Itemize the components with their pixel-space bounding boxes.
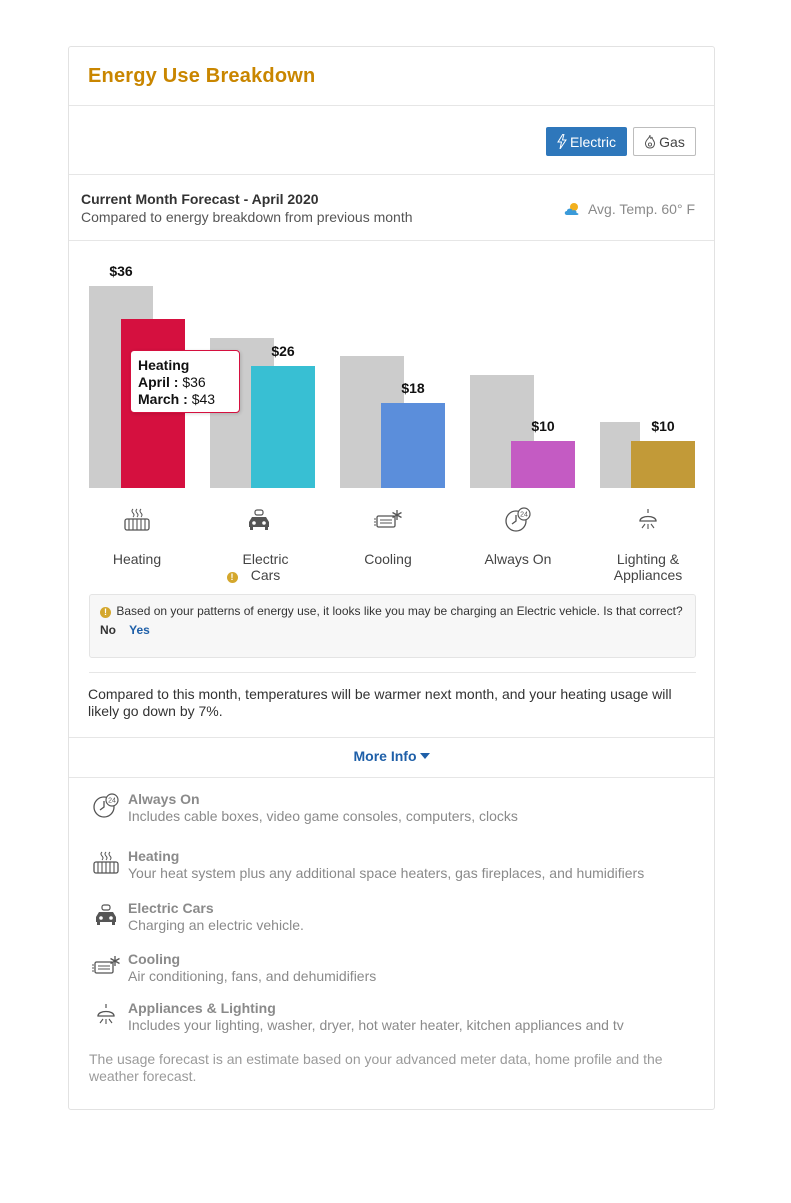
weather-text: Avg. Temp. 60° F [587, 201, 695, 217]
alert-message: Based on your patterns of energy use, it… [116, 604, 683, 618]
tooltip-april-value: $36 [182, 374, 206, 390]
chart-tooltip: Heating April : $36 March : $43 [130, 350, 240, 413]
info-description: Your heat system plus any additional spa… [128, 865, 645, 881]
info-description: Charging an electric vehicle. [128, 917, 304, 933]
footnote: The usage forecast is an estimate based … [89, 1051, 663, 1084]
card-title: Energy Use Breakdown [88, 65, 316, 87]
heater-icon [124, 508, 150, 531]
warning-icon: ! [100, 607, 111, 618]
tooltip-march-value: $43 [191, 391, 216, 407]
tooltip-march-label: March : [138, 391, 188, 407]
weather-info: Avg. Temp. 60° F [564, 201, 695, 217]
energy-breakdown-card: Energy Use Breakdown Electric Gas Curren… [68, 46, 715, 1110]
more-info-label: More Info [353, 748, 417, 764]
lightning-icon [557, 134, 567, 149]
always-on-icon: 24 [93, 793, 119, 818]
bar-value-label-electric-cars: $26 [271, 343, 295, 359]
category-lighting-appliances[interactable]: Lighting & Appliances [583, 505, 713, 583]
info-title: Cooling [128, 951, 181, 967]
forecast-note: Compared to this month, temperatures wil… [88, 686, 672, 719]
info-description: Includes cable boxes, video game console… [128, 808, 518, 824]
caret-down-icon [419, 753, 430, 759]
bar-current-lighting-appliances[interactable] [631, 441, 695, 488]
electric-vehicle-alert: ! Based on your patterns of energy use, … [89, 594, 696, 658]
category-heating[interactable]: Heating [72, 505, 202, 567]
info-item-appliances-lighting: Appliances & Lighting Includes your ligh… [91, 1000, 691, 1040]
alert-no-button[interactable]: No [100, 623, 116, 637]
partly-cloudy-icon [564, 203, 579, 215]
divider [69, 105, 714, 106]
category-electric-cars[interactable]: !Electric Cars [194, 505, 324, 583]
always-on-icon: 24 [505, 507, 531, 532]
heater-icon [93, 851, 119, 874]
electric-toggle-label: Electric [570, 133, 616, 150]
bar-value-label-always-on: $10 [531, 418, 555, 434]
category-label: Cooling [364, 551, 412, 567]
divider [69, 240, 714, 241]
svg-text:24: 24 [108, 798, 116, 805]
category-label: Always On [484, 551, 552, 567]
info-item-always-on: 24 Always On Includes cable boxes, video… [91, 791, 691, 831]
category-label: Lighting & Appliances [613, 551, 683, 583]
lamp-icon [639, 509, 657, 529]
info-item-heating: Heating Your heat system plus any additi… [91, 848, 691, 888]
ac-icon [92, 956, 120, 974]
info-title: Appliances & Lighting [128, 1000, 276, 1016]
more-info-toggle[interactable]: More Info [69, 748, 714, 764]
info-title: Heating [128, 848, 180, 864]
bar-value-label-cooling: $18 [401, 380, 425, 396]
bar-current-cooling[interactable] [381, 403, 445, 488]
forecast-title: Current Month Forecast - April 2020 [81, 191, 319, 207]
svg-text:24: 24 [520, 512, 528, 519]
info-title: Always On [128, 791, 200, 807]
divider [69, 174, 714, 175]
electric-toggle-button[interactable]: Electric [546, 127, 627, 156]
forecast-subtitle: Compared to energy breakdown from previo… [81, 209, 413, 225]
bar-value-label-heating: $36 [109, 263, 133, 279]
warning-icon: ! [226, 572, 238, 583]
info-title: Electric Cars [128, 900, 214, 916]
divider [69, 777, 714, 778]
info-description: Air conditioning, fans, and dehumidifier… [128, 968, 377, 984]
bar-current-always-on[interactable] [511, 441, 575, 488]
tooltip-april-label: April : [138, 374, 179, 390]
gas-toggle-label: Gas [659, 133, 685, 150]
lamp-icon [97, 1004, 115, 1024]
flame-icon [645, 134, 656, 149]
category-cooling[interactable]: Cooling [323, 505, 453, 567]
category-label: Heating [112, 551, 162, 567]
info-item-electric-cars: Electric Cars Charging an electric vehic… [91, 900, 691, 940]
category-label: !Electric Cars [194, 551, 324, 583]
ac-icon [374, 510, 402, 528]
category-always-on[interactable]: 24 Always On [453, 505, 583, 567]
bar-current-electric-cars[interactable] [251, 366, 315, 488]
bar-value-label-lighting-appliances: $10 [651, 418, 675, 434]
car-icon [249, 509, 269, 530]
alert-yes-button[interactable]: Yes [129, 623, 150, 637]
gas-toggle-button[interactable]: Gas [633, 127, 696, 156]
divider [89, 672, 696, 673]
tooltip-category: Heating [138, 357, 190, 373]
divider [69, 737, 714, 738]
info-description: Includes your lighting, washer, dryer, h… [128, 1017, 624, 1033]
info-item-cooling: Cooling Air conditioning, fans, and dehu… [91, 951, 691, 991]
car-icon [96, 904, 116, 925]
